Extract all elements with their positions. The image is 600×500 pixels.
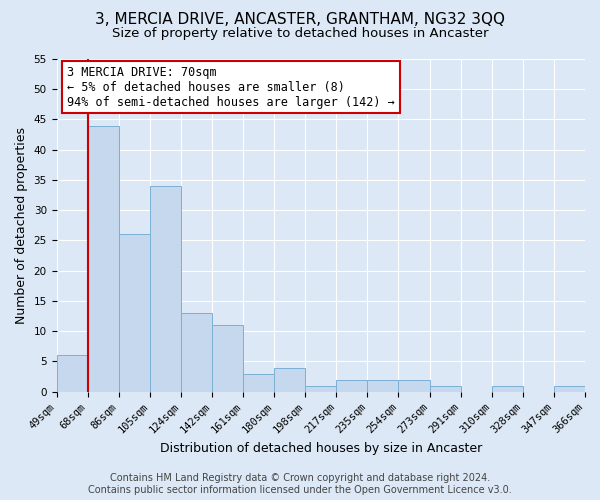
Bar <box>56 356 88 392</box>
Bar <box>88 126 119 392</box>
Y-axis label: Number of detached properties: Number of detached properties <box>15 127 28 324</box>
Bar <box>243 374 274 392</box>
Text: 3 MERCIA DRIVE: 70sqm
← 5% of detached houses are smaller (8)
94% of semi-detach: 3 MERCIA DRIVE: 70sqm ← 5% of detached h… <box>67 66 395 108</box>
Bar <box>150 186 181 392</box>
Bar <box>398 380 430 392</box>
Bar <box>554 386 585 392</box>
Bar <box>337 380 367 392</box>
Bar <box>305 386 337 392</box>
Bar <box>212 325 243 392</box>
Text: 3, MERCIA DRIVE, ANCASTER, GRANTHAM, NG32 3QQ: 3, MERCIA DRIVE, ANCASTER, GRANTHAM, NG3… <box>95 12 505 28</box>
Bar <box>367 380 398 392</box>
Bar <box>430 386 461 392</box>
Text: Contains HM Land Registry data © Crown copyright and database right 2024.
Contai: Contains HM Land Registry data © Crown c… <box>88 474 512 495</box>
Bar <box>181 313 212 392</box>
Bar <box>492 386 523 392</box>
Bar <box>119 234 150 392</box>
Bar <box>274 368 305 392</box>
X-axis label: Distribution of detached houses by size in Ancaster: Distribution of detached houses by size … <box>160 442 482 455</box>
Text: Size of property relative to detached houses in Ancaster: Size of property relative to detached ho… <box>112 28 488 40</box>
